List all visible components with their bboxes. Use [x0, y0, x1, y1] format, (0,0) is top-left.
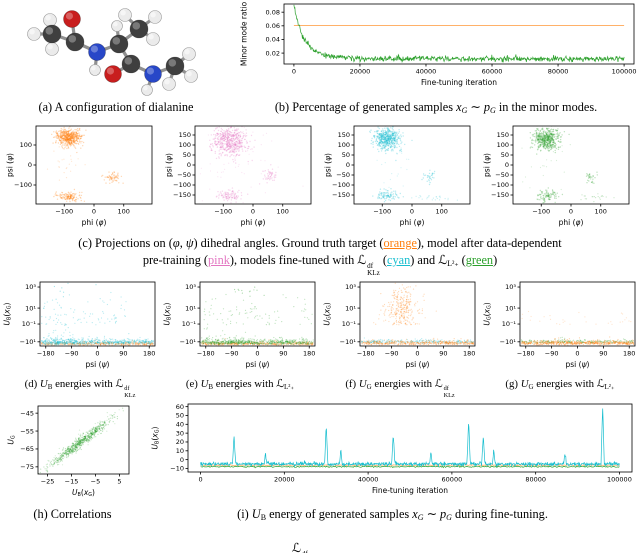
- svg-text:−10¹: −10¹: [20, 338, 37, 346]
- svg-text:−100: −100: [491, 181, 509, 189]
- scatter-ug-energies-l2plus: −180 −90 0 90 180 10³ 10¹ 10⁻¹ −10¹ psi (ψ) UG(xG): [482, 281, 636, 369]
- svg-text:0: 0: [28, 161, 32, 169]
- svg-text:0.06: 0.06: [266, 22, 280, 30]
- scatter-phi-psi-ground-truth: −100 0 100 100 0 −100 phi (φ) psi (ψ): [2, 122, 158, 234]
- chart-ub-energy-finetuning: 0 20000 40000 60000 80000 100000 60 50 40 30 20 10 0…: [150, 402, 633, 495]
- molecule-dialanine-image: [12, 2, 222, 98]
- svg-text:10⁻¹: 10⁻¹: [22, 320, 37, 328]
- scatter-correlations: −25 −15 −5 5 −45 −55 −65 −75 UB(xG) UG: [2, 402, 134, 504]
- svg-text:0.02: 0.02: [266, 49, 280, 57]
- svg-text:0: 0: [187, 161, 191, 169]
- svg-text:180: 180: [143, 350, 155, 358]
- svg-text:100: 100: [497, 141, 509, 149]
- svg-text:−150: −150: [173, 191, 191, 199]
- svg-text:−150: −150: [332, 191, 350, 199]
- svg-text:100: 100: [338, 141, 350, 149]
- svg-text:100: 100: [595, 208, 607, 216]
- svg-text:50: 50: [501, 151, 509, 159]
- chart-minor-mode-ratio: 0 20000 40000 60000 80000 100000 0.02 0.04 0.06 0…: [239, 1, 637, 87]
- svg-text:60000: 60000: [482, 68, 503, 76]
- svg-text:0: 0: [92, 208, 96, 216]
- caption-i: (i) UB energy of generated samples xG ∼ …: [237, 507, 548, 522]
- caption-e: (e) UB energies with ℒL²₊: [185, 378, 295, 391]
- svg-text:80000: 80000: [548, 68, 569, 76]
- caption-c-line1: (c) Projections on (φ, ψ) dihedral angle…: [78, 236, 562, 250]
- svg-text:0: 0: [569, 208, 573, 216]
- svg-text:−150: −150: [491, 191, 509, 199]
- svg-text:90: 90: [119, 350, 127, 358]
- svg-text:−50: −50: [495, 171, 509, 179]
- svg-text:−90: −90: [65, 350, 79, 358]
- svg-text:−100: −100: [173, 181, 191, 189]
- svg-text:−180: −180: [37, 350, 55, 358]
- svg-text:−50: −50: [336, 171, 350, 179]
- svg-text:−100: −100: [532, 208, 550, 216]
- svg-text:150: 150: [179, 131, 191, 139]
- svg-text:−100: −100: [373, 208, 391, 216]
- svg-text:0.08: 0.08: [266, 8, 280, 16]
- caption-c-line2: pre-training (pink), models fine-tuned w…: [142, 253, 498, 278]
- svg-text:150: 150: [497, 131, 509, 139]
- scatter-phi-psi-l2plus: −100 0 100 150 100 50 0 −50 −100 −150 phi (φ) psi (…: [479, 122, 635, 234]
- svg-text:−100: −100: [332, 181, 350, 189]
- svg-text:0: 0: [95, 350, 99, 358]
- svg-text:10³: 10³: [25, 283, 36, 291]
- svg-text:−100: −100: [55, 208, 73, 216]
- svg-text:0: 0: [292, 68, 296, 76]
- caption-h: (h) Correlations: [33, 507, 112, 521]
- svg-text:100: 100: [20, 141, 32, 149]
- svg-text:10¹: 10¹: [25, 304, 36, 312]
- scatter-ug-energies-klz: −180 −90 0 90 180 10³ 10¹ 10⁻¹ −10¹ psi (ψ) UG(xG): [320, 278, 480, 376]
- svg-text:−50: −50: [177, 171, 191, 179]
- caption-b: (b) Percentage of generated samples xG ∼…: [274, 100, 598, 115]
- scatter-ub-energies-klz: −180 −90 0 90 180 10³ 10¹ 10⁻¹ −10¹ psi (ψ) UB(xG): [2, 281, 156, 369]
- svg-text:40000: 40000: [416, 68, 437, 76]
- caption-g: (g) UG energies with ℒL²₊: [505, 378, 615, 391]
- svg-text:20000: 20000: [350, 68, 371, 76]
- svg-text:0: 0: [410, 208, 414, 216]
- svg-text:0: 0: [251, 208, 255, 216]
- scatter-phi-psi-klz: −100 0 100 150 100 50 0 −50 −100 −150 phi (φ) psi (…: [320, 122, 476, 234]
- svg-text:100000: 100000: [612, 68, 637, 76]
- svg-text:100: 100: [436, 208, 448, 216]
- svg-text:0.04: 0.04: [266, 36, 280, 44]
- svg-text:150: 150: [338, 131, 350, 139]
- svg-text:100: 100: [179, 141, 191, 149]
- svg-text:100: 100: [277, 208, 289, 216]
- svg-text:0: 0: [505, 161, 509, 169]
- svg-text:0: 0: [346, 161, 350, 169]
- scatter-phi-psi-pretrained: −100 0 100 150 100 50 0 −50 −100 −150 phi (φ) psi (…: [161, 122, 317, 234]
- svg-text:−100: −100: [14, 181, 32, 189]
- scatter-ub-energies-l2plus: −180 −90 0 90 180 10³ 10¹ 10⁻¹ −10¹ psi (ψ) UB(xG): [162, 281, 316, 369]
- svg-text:100: 100: [118, 208, 130, 216]
- svg-text:50: 50: [342, 151, 350, 159]
- caption-a: (a) A configuration of dialanine: [38, 100, 194, 114]
- svg-text:−100: −100: [214, 208, 232, 216]
- svg-text:50: 50: [183, 151, 191, 159]
